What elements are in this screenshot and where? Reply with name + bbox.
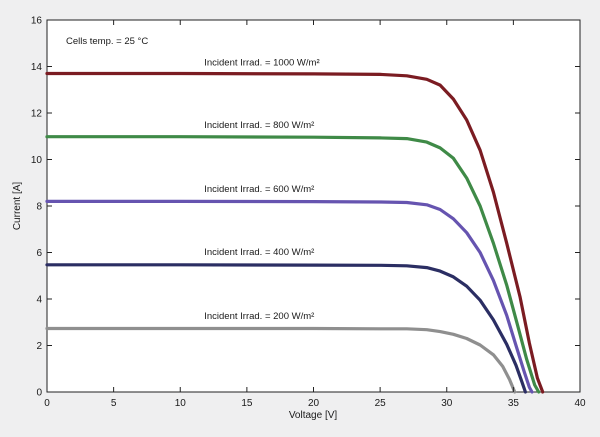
iv-curve-series: [45, 71, 545, 394]
x-tick-label: 40: [574, 398, 586, 409]
series-layer: [45, 71, 545, 394]
x-tick-label: 10: [175, 398, 187, 409]
y-tick-label: 16: [31, 16, 43, 27]
iv-curve-series: [45, 199, 534, 394]
x-tick-label: 25: [375, 398, 387, 409]
irradiance-label: Incident Irrad. = 200 W/m²: [204, 311, 314, 322]
y-tick-label: 8: [36, 202, 42, 213]
y-tick-label: 6: [36, 248, 42, 259]
tick-layer: 0 5 10 15 20 25 30 35 40 0 2 4 6 8 10 12 14 16: [31, 16, 586, 410]
x-tick-label: 5: [111, 398, 117, 409]
plot-area: [46, 19, 581, 393]
irradiance-label: Incident Irrad. = 600 W/m²: [204, 184, 314, 195]
x-tick-label: 30: [441, 398, 453, 409]
y-tick-label: 12: [31, 109, 43, 120]
irradiance-label: Incident Irrad. = 400 W/m²: [204, 247, 314, 258]
x-tick-label: 0: [44, 398, 50, 409]
iv-curve-series: [45, 326, 517, 394]
y-tick-label: 2: [36, 341, 42, 352]
x-tick-label: 35: [508, 398, 520, 409]
cells-temp-note: Cells temp. = 25 °C: [66, 36, 148, 47]
irradiance-label: Incident Irrad. = 1000 W/m²: [204, 57, 319, 68]
irradiance-label: Incident Irrad. = 800 W/m²: [204, 120, 314, 131]
y-tick-label: 0: [36, 388, 42, 399]
iv-curve-series: [45, 263, 527, 394]
x-tick-label: 15: [241, 398, 253, 409]
y-tick-label: 14: [31, 62, 43, 73]
x-tick-label: 20: [308, 398, 320, 409]
y-tick-label: 10: [31, 155, 43, 166]
x-axis-label: Voltage [V]: [289, 410, 338, 421]
iv-curve-series: [45, 135, 541, 394]
annotation-layer: Incident Irrad. = 1000 W/m² Incident Irra…: [204, 57, 319, 321]
y-axis-label: Current [A]: [12, 182, 23, 231]
y-tick-label: 4: [36, 295, 42, 306]
